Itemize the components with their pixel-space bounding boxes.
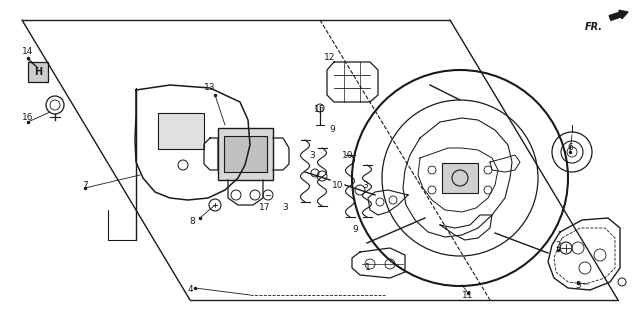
Text: 7: 7	[82, 180, 88, 190]
FancyBboxPatch shape	[224, 136, 267, 172]
Text: 3: 3	[309, 150, 315, 160]
Text: H: H	[34, 67, 42, 77]
Text: FR.: FR.	[585, 22, 603, 32]
Text: 11: 11	[462, 290, 474, 300]
Text: 12: 12	[324, 53, 336, 63]
Text: 9: 9	[329, 125, 335, 135]
Text: 1: 1	[365, 264, 371, 272]
Text: 5: 5	[575, 281, 581, 289]
FancyBboxPatch shape	[218, 128, 273, 180]
Text: 10: 10	[332, 180, 344, 190]
FancyBboxPatch shape	[442, 163, 478, 193]
FancyArrow shape	[609, 10, 628, 20]
Text: 3: 3	[362, 180, 368, 190]
Text: 9: 9	[352, 226, 358, 234]
Text: 15: 15	[314, 106, 326, 114]
Text: 8: 8	[189, 217, 195, 227]
Text: 17: 17	[259, 204, 271, 212]
FancyBboxPatch shape	[158, 113, 204, 149]
Text: 3: 3	[282, 204, 288, 212]
Text: 14: 14	[22, 47, 34, 57]
Text: 13: 13	[204, 83, 216, 93]
FancyBboxPatch shape	[28, 62, 48, 82]
Text: 10: 10	[342, 150, 354, 160]
Text: 16: 16	[22, 113, 34, 123]
Text: 4: 4	[187, 285, 193, 295]
Text: 2: 2	[555, 240, 561, 250]
Text: 6: 6	[567, 143, 573, 153]
